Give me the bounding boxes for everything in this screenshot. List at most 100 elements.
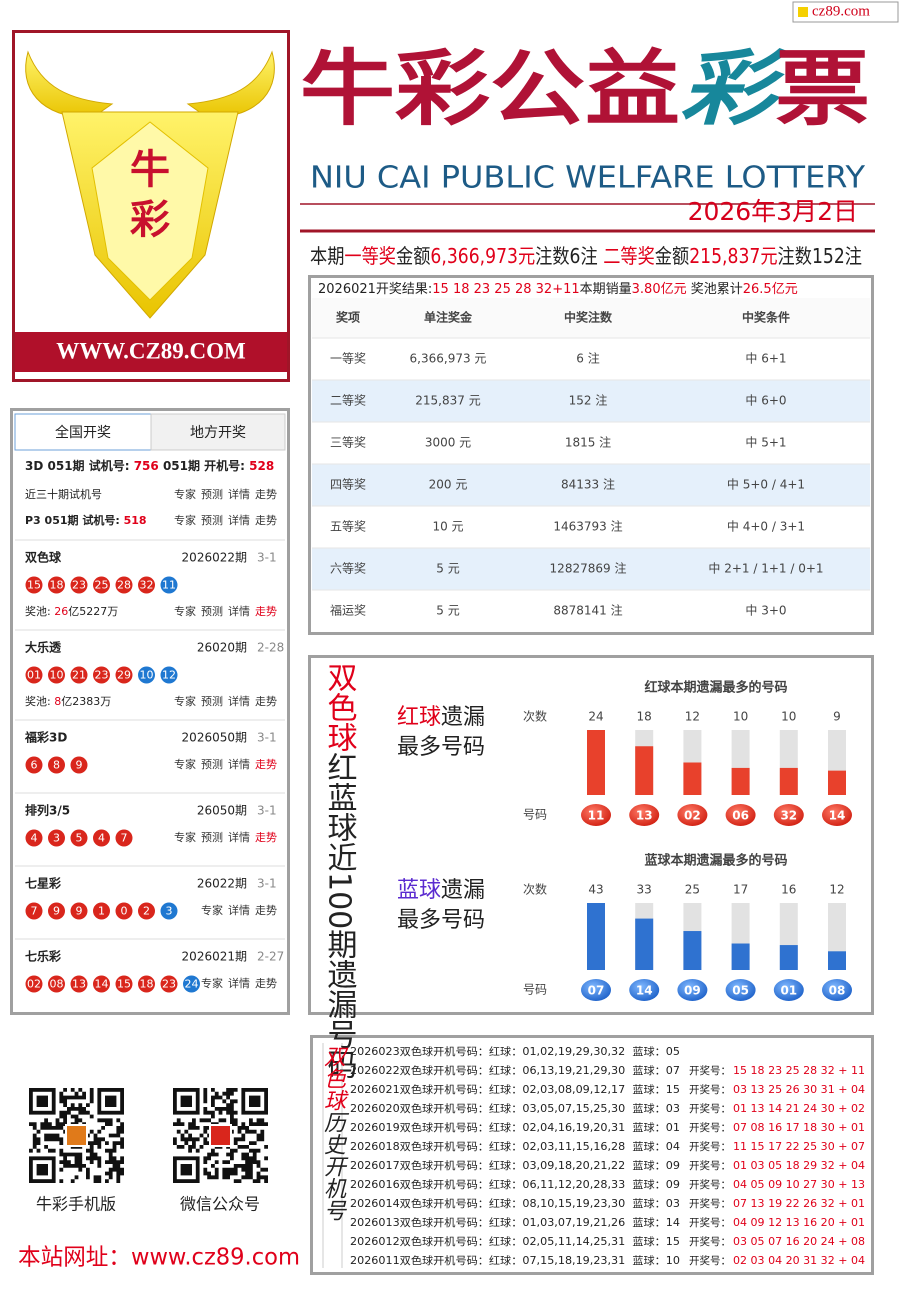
ball-number: 14 [829, 809, 846, 823]
qr-finder [249, 1095, 261, 1107]
ball-number: 2 [143, 905, 150, 918]
link[interactable]: 走势 [255, 605, 277, 618]
link[interactable]: 预测 [201, 605, 223, 618]
tab[interactable] [150, 413, 286, 451]
link[interactable]: 专家 [201, 976, 223, 990]
table-cell: 中 6+0 [745, 393, 786, 408]
draw-label: 开奖号： [689, 1102, 731, 1115]
table-cell: 5 元 [436, 562, 459, 576]
horn-right [186, 50, 275, 119]
red-ball [48, 902, 65, 920]
text-segment: 奖池累计 [687, 282, 743, 297]
link[interactable]: 走势 [255, 831, 277, 844]
link[interactable]: 走势 [255, 695, 277, 708]
link[interactable]: 预测 [201, 514, 223, 527]
number-ball [581, 804, 611, 826]
red-ball [93, 829, 110, 847]
emblem-text: 彩 [130, 197, 170, 243]
tab-active[interactable] [14, 413, 152, 451]
link[interactable]: 走势 [255, 977, 277, 990]
value-label: 9 [833, 710, 841, 724]
logo-url[interactable]: WWW.CZ89.COM [56, 338, 246, 363]
tab-label[interactable]: 地方开奖 [190, 424, 246, 441]
blue-ball [160, 666, 178, 684]
ball-number: 3 [166, 905, 173, 918]
link[interactable]: 专家 [174, 830, 196, 844]
chart-label: 最多号码 [397, 735, 485, 760]
link[interactable]: 详情 [228, 604, 250, 618]
history-row: 2026021双色球开机号码：红球：02,03,08,09,12,17 蓝球：1… [350, 1083, 680, 1096]
table-row [312, 338, 870, 380]
text-segment: 奖池: [25, 694, 54, 708]
link[interactable]: 详情 [228, 513, 250, 527]
link[interactable]: 专家 [174, 487, 196, 501]
vertical-title: 双色球历史开机号 [320, 1045, 346, 1221]
link[interactable]: 走势 [255, 758, 277, 771]
ball-number: 02 [684, 809, 701, 823]
link[interactable]: 走势 [255, 514, 277, 527]
result-line: 2026021开奖结果:15 18 23 25 28 32+11本期销量3.80… [318, 282, 798, 297]
text-segment: 3.80亿元 [632, 282, 687, 297]
link[interactable]: 预测 [201, 695, 223, 708]
draw-label: 开奖号： [689, 1216, 731, 1229]
tab-label[interactable]: 全国开奖 [55, 424, 111, 441]
ball-number: 23 [95, 669, 109, 682]
site-url[interactable]: 本站网址：www.cz89.com [18, 1245, 300, 1271]
quick-line: P3 051期 试机号: 518 [25, 513, 147, 527]
bar [587, 903, 605, 970]
bar [587, 730, 605, 795]
draw-label: 开奖号： [689, 1140, 731, 1153]
link[interactable]: 详情 [228, 694, 250, 708]
game-name[interactable]: 福彩3D [24, 730, 67, 745]
link[interactable]: 走势 [255, 904, 277, 917]
game-name[interactable]: 双色球 [25, 550, 62, 565]
number-ball [677, 804, 708, 826]
qr-finder [180, 1095, 192, 1107]
link[interactable]: 专家 [201, 903, 223, 917]
link[interactable]: 专家 [174, 513, 196, 527]
chart-label: 最多号码 [397, 908, 485, 933]
text-segment: 亿2383万 [61, 695, 111, 708]
link[interactable]: 走势 [255, 488, 277, 501]
link[interactable]: 专家 [174, 757, 196, 771]
link[interactable]: 专家 [174, 604, 196, 618]
link[interactable]: 专家 [174, 694, 196, 708]
link[interactable]: 预测 [201, 831, 223, 844]
value-label: 12 [685, 710, 700, 724]
bar [731, 943, 750, 970]
summary-line: 本期一等奖金额6,366,973元注数6注 二等奖金额215,837元注数152… [310, 244, 862, 268]
link[interactable]: 预测 [201, 758, 223, 771]
table-cell: 中 5+1 [745, 435, 786, 450]
game-name[interactable]: 七乐彩 [25, 949, 61, 964]
game-issue: 2026022期 [182, 551, 247, 565]
text-segment: 遗漏 [441, 705, 485, 730]
qr-label: 微信公众号 [180, 1195, 260, 1214]
link[interactable]: 详情 [228, 757, 250, 771]
link[interactable]: 详情 [228, 903, 250, 917]
red-ball [25, 756, 43, 774]
red-ball [93, 666, 110, 684]
text-segment: 双色球 [322, 662, 357, 752]
badge-text[interactable]: cz89.com [812, 3, 870, 19]
link[interactable]: 详情 [228, 830, 250, 844]
table-cell: 10 元 [432, 520, 463, 534]
ball-number: 07 [588, 984, 605, 998]
table-cell: 四等奖 [330, 478, 366, 492]
red-ball [25, 902, 43, 920]
game-name[interactable]: 大乐透 [25, 640, 62, 655]
link[interactable]: 详情 [228, 976, 250, 990]
red-ball [48, 666, 65, 684]
ball-number: 10 [140, 669, 154, 682]
qr-finder [180, 1164, 192, 1176]
pool: 奖池: 26亿5227万 [25, 604, 118, 618]
game-name[interactable]: 七星彩 [25, 876, 61, 891]
game-name[interactable]: 排列3/5 [25, 803, 70, 818]
emblem-text: 牛 [130, 147, 170, 193]
history-row: 2026012双色球开机号码：红球：02,05,11,14,25,31 蓝球：1… [350, 1235, 680, 1248]
bar [779, 767, 798, 795]
link[interactable]: 详情 [228, 487, 250, 501]
column-header: 中奖条件 [742, 310, 790, 325]
table-row [312, 464, 870, 506]
ball-number: 4 [98, 832, 105, 845]
link[interactable]: 预测 [201, 488, 223, 501]
